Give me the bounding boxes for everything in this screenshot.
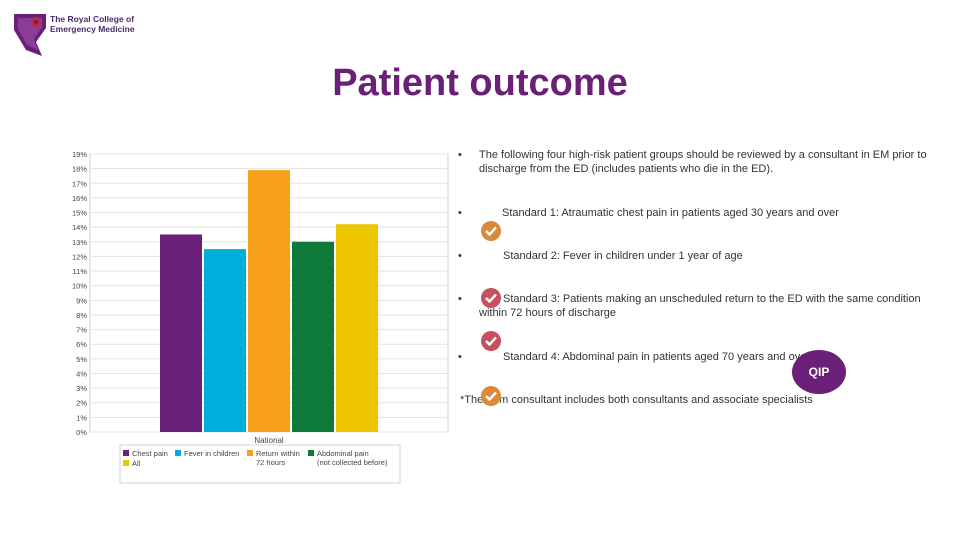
check-icon xyxy=(481,288,501,308)
bar-return-within-72-hours xyxy=(248,170,290,433)
bar-all xyxy=(336,224,378,432)
y-tick-label: 3% xyxy=(76,384,87,393)
y-tick-label: 1% xyxy=(76,413,87,422)
legend-label: Fever in children xyxy=(184,449,239,458)
y-tick-label: 11% xyxy=(73,267,88,276)
legend-label: Return within 72 hours xyxy=(256,449,300,467)
y-tick-label: 19% xyxy=(72,150,87,159)
qip-button[interactable]: QIP xyxy=(792,350,846,394)
legend-swatch xyxy=(308,450,314,456)
bullet-marker: • xyxy=(458,351,462,363)
legend-swatch xyxy=(247,450,253,456)
bullet-marker: • xyxy=(458,293,462,305)
y-tick-label: 7% xyxy=(76,326,87,335)
bullet-marker: • xyxy=(458,207,462,219)
y-tick-label: 8% xyxy=(76,311,87,320)
y-tick-label: 18% xyxy=(72,165,87,174)
y-tick-label: 2% xyxy=(76,399,87,408)
check-icon xyxy=(481,386,501,406)
bullet-text: The following four high-risk patient gro… xyxy=(479,149,927,175)
bar-abdominal-pain-not-collected-before xyxy=(292,241,334,432)
footnote: *The term consultant includes both consu… xyxy=(460,394,813,406)
y-tick-label: 4% xyxy=(76,369,87,378)
y-tick-label: 10% xyxy=(72,282,87,291)
y-tick-label: 6% xyxy=(76,340,87,349)
legend-box xyxy=(119,444,401,484)
legend-swatch xyxy=(123,460,129,466)
bullet-text: Standard 1: Atraumatic chest pain in pat… xyxy=(502,207,839,219)
y-tick-label: 12% xyxy=(72,252,87,261)
y-tick-label: 0% xyxy=(76,428,87,437)
legend-label: All xyxy=(132,459,141,468)
legend-label: Chest pain xyxy=(132,449,168,458)
y-tick-label: 5% xyxy=(76,355,87,364)
y-tick-label: 16% xyxy=(72,194,87,203)
bar-fever-in-children xyxy=(204,249,246,432)
bar-chest-pain xyxy=(160,234,202,432)
bullet-marker: • xyxy=(458,250,462,262)
bullet-text: Standard 4: Abdominal pain in patients a… xyxy=(503,351,810,363)
rcem-logo: The Royal College of Emergency Medicine xyxy=(12,12,135,58)
legend-swatch xyxy=(123,450,129,456)
rcem-crest-icon xyxy=(14,14,46,56)
page-title: Patient outcome xyxy=(332,62,628,104)
y-tick-label: 17% xyxy=(72,179,87,188)
bullet-marker: • xyxy=(458,149,462,161)
bullet-text: Standard 3: Patients making an unschedul… xyxy=(479,293,921,319)
y-tick-label: 9% xyxy=(76,296,87,305)
check-icon xyxy=(481,331,501,351)
check-icon xyxy=(481,221,501,241)
legend-label: Abdominal pain (not collected before) xyxy=(317,449,388,467)
legend-swatch xyxy=(175,450,181,456)
chart-panel: 0% 1% 2% 3% 4% 5% 6% 7% 8% 9% 10% 11% 12% 13% 14% 15% 16… xyxy=(60,140,460,485)
y-tick-label: 14% xyxy=(72,223,87,232)
y-tick-label: 13% xyxy=(72,238,87,247)
logo-line-1: The Royal College of xyxy=(50,14,135,24)
bullet-text: Standard 2: Fever in children under 1 ye… xyxy=(503,250,743,262)
y-tick-label: 15% xyxy=(72,209,87,218)
logo-line-2: Emergency Medicine xyxy=(50,24,135,34)
bar-chart: 0% 1% 2% 3% 4% 5% 6% 7% 8% 9% 10% 11% 12% 13% 14% 15% 16… xyxy=(72,150,449,484)
x-category-label: National xyxy=(254,436,284,445)
